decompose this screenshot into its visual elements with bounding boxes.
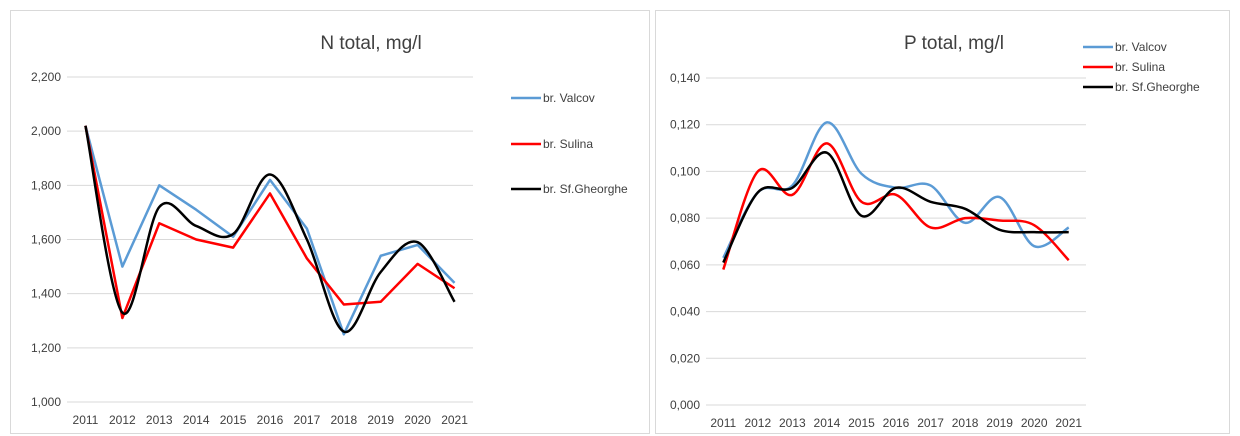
x-tick-label: 2013 xyxy=(146,413,173,427)
y-tick-label: 0,140 xyxy=(670,71,700,85)
y-tick-label: 0,060 xyxy=(670,258,700,272)
y-tick-label: 0,080 xyxy=(670,211,700,225)
legend-label: br. Sulina xyxy=(1115,60,1165,74)
y-tick-label: 1,400 xyxy=(31,287,61,301)
x-tick-label: 2020 xyxy=(1021,416,1048,430)
n-total-chart-panel: N total, mg/l 1,000 1,200 1,400 1,600 1,800 2… xyxy=(10,10,650,434)
y-tick-label: 2,200 xyxy=(31,70,61,84)
x-tick-label: 2014 xyxy=(814,416,841,430)
p-total-chart-panel: P total, mg/l 0,000 0,020 0,040 0,060 0,080 0… xyxy=(655,10,1230,434)
x-tick-label: 2017 xyxy=(294,413,321,427)
y-tick-label: 0,000 xyxy=(670,398,700,412)
x-tick-label: 2020 xyxy=(404,413,431,427)
series-line-br-sf-gheorghe xyxy=(722,151,1069,264)
y-tick-label: 1,200 xyxy=(31,341,61,355)
x-tick-label: 2014 xyxy=(183,413,210,427)
legend-label: br. Sulina xyxy=(543,137,593,151)
y-tick-label: 1,000 xyxy=(31,395,61,409)
x-tick-label: 2018 xyxy=(330,413,357,427)
legend-label: br. Sf.Gheorghe xyxy=(543,182,628,196)
x-tick-label: 2015 xyxy=(220,413,247,427)
n-total-chart: N total, mg/l 1,000 1,200 1,400 1,600 1,800 2… xyxy=(31,33,628,427)
y-tick-label: 0,100 xyxy=(670,164,700,178)
legend-label: br. Valcov xyxy=(1115,40,1167,54)
x-tick-label: 2021 xyxy=(1055,416,1082,430)
y-tick-label: 0,020 xyxy=(670,351,700,365)
x-tick-label: 2015 xyxy=(848,416,875,430)
x-tick-label: 2013 xyxy=(779,416,806,430)
series-line-br-valcov xyxy=(84,125,456,336)
p-total-chart: P total, mg/l 0,000 0,020 0,040 0,060 0,080 0… xyxy=(670,33,1200,430)
x-tick-label: 2021 xyxy=(441,413,468,427)
y-tick-label: 1,600 xyxy=(31,233,61,247)
y-tick-label: 2,000 xyxy=(31,124,61,138)
x-tick-label: 2011 xyxy=(710,416,736,430)
legend-label: br. Valcov xyxy=(543,91,595,105)
chart-title: N total, mg/l xyxy=(320,33,421,54)
x-tick-label: 2011 xyxy=(73,413,99,427)
x-tick-label: 2017 xyxy=(917,416,944,430)
y-tick-label: 1,800 xyxy=(31,178,61,192)
series-line-br-valcov xyxy=(722,121,1070,259)
series-line-br-sulina xyxy=(722,142,1070,270)
chart-title: P total, mg/l xyxy=(904,33,1004,54)
series-line-br-sf-gheorghe xyxy=(84,125,456,333)
x-tick-label: 2012 xyxy=(744,416,771,430)
y-tick-label: 0,120 xyxy=(670,118,700,132)
x-tick-label: 2019 xyxy=(367,413,394,427)
legend-label: br. Sf.Gheorghe xyxy=(1115,80,1200,94)
y-tick-label: 0,040 xyxy=(670,305,700,319)
series-line-br-sulina xyxy=(84,125,456,320)
x-tick-label: 2016 xyxy=(257,413,284,427)
x-tick-label: 2016 xyxy=(883,416,910,430)
x-tick-label: 2012 xyxy=(109,413,136,427)
x-tick-label: 2019 xyxy=(986,416,1013,430)
x-tick-label: 2018 xyxy=(952,416,979,430)
